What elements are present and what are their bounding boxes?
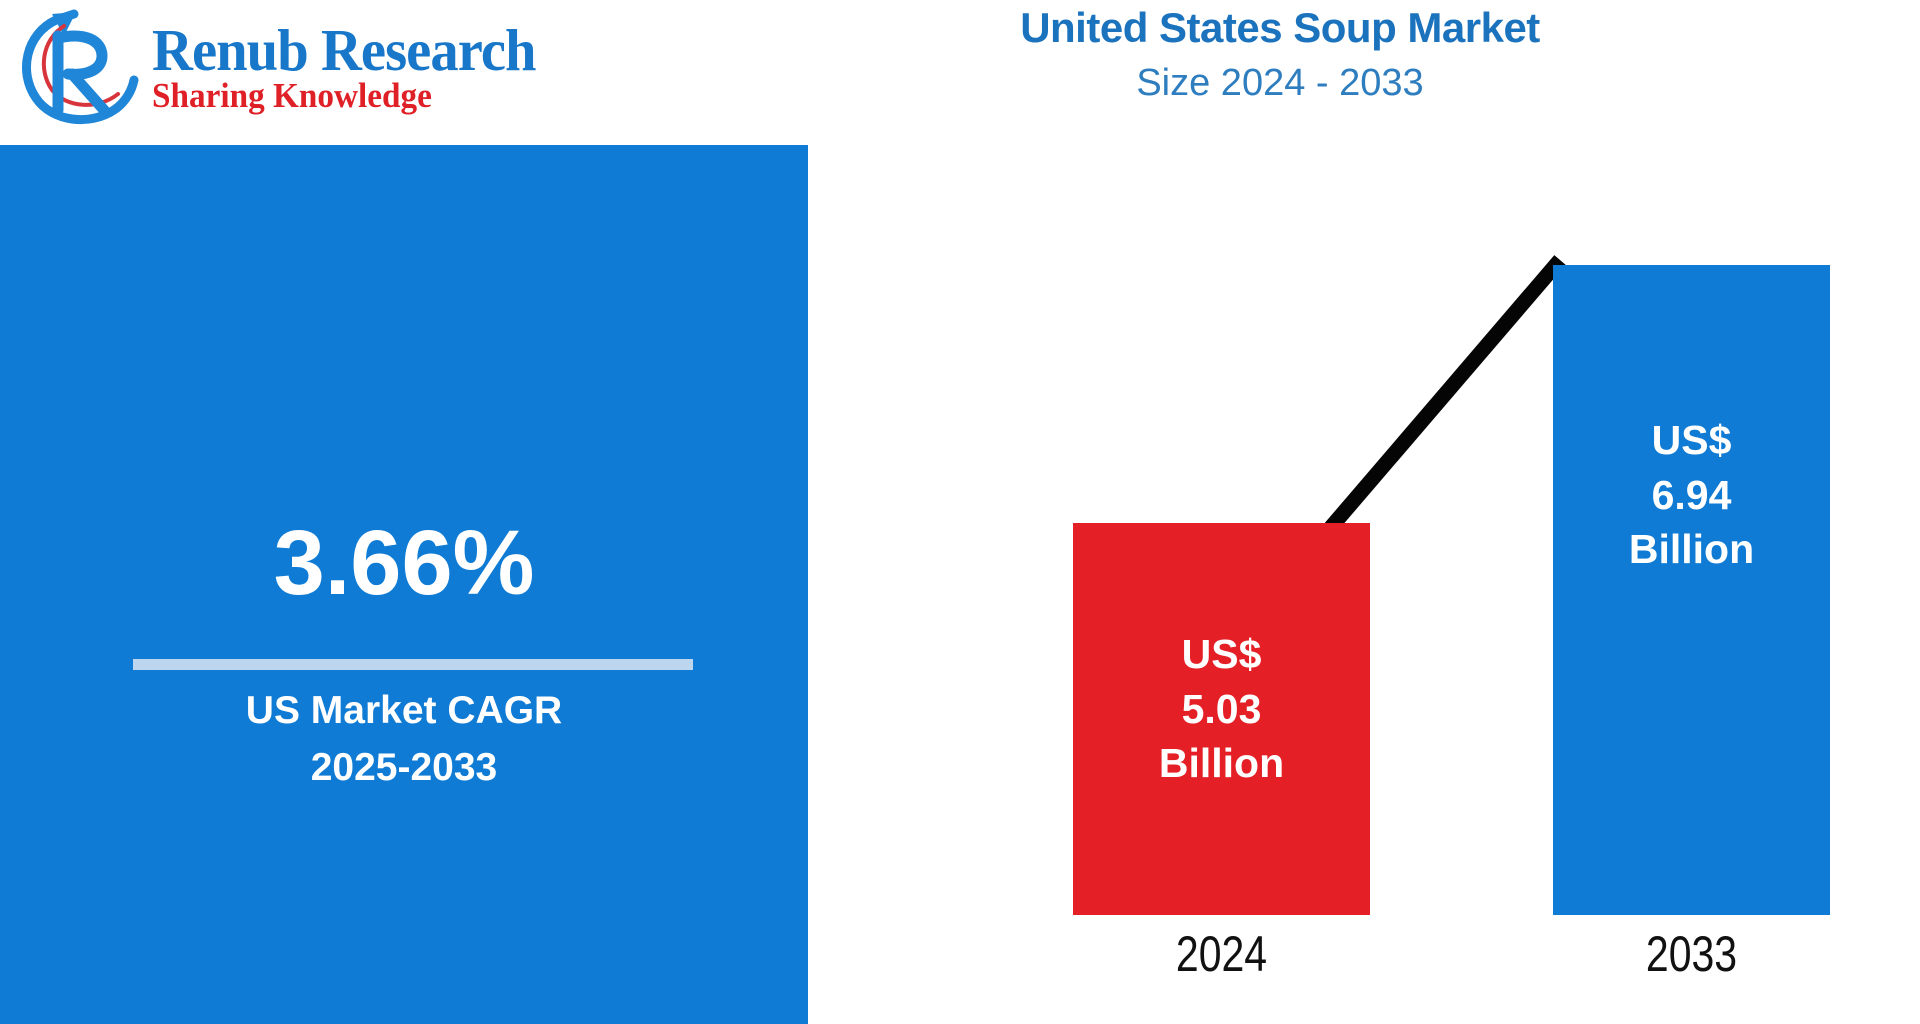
brand-name: Renub Research bbox=[152, 16, 537, 83]
cagr-divider bbox=[133, 659, 693, 670]
bar-2033[interactable]: US$ 6.94 Billion bbox=[1553, 265, 1830, 915]
cagr-value: 3.66% bbox=[273, 512, 535, 614]
bar-2024-label-line3: Billion bbox=[1158, 740, 1285, 787]
brand-wordmark: Renub Research Sharing Knowledge bbox=[152, 20, 552, 115]
brand-logo: Renub Research Sharing Knowledge bbox=[14, 2, 634, 132]
cagr-panel: 3.66% US Market CAGR 2025-2033 Source ww… bbox=[0, 145, 808, 1024]
page-subtitle: Size 2024 - 2033 bbox=[1136, 62, 1424, 104]
axis-label-2033: 2033 bbox=[1645, 926, 1738, 982]
brand-tagline: Sharing Knowledge bbox=[152, 75, 432, 115]
bar-2033-label-line2: 6.94 bbox=[1651, 471, 1732, 518]
bar-2024[interactable]: US$ 5.03 Billion bbox=[1073, 523, 1370, 915]
bar-chart: US$ 5.03 Billion US$ 6.94 Billion 2024 2… bbox=[808, 145, 1920, 1024]
bar-2024-value-label: US$ 5.03 Billion bbox=[1159, 627, 1284, 791]
axis-label-2024: 2024 bbox=[1175, 926, 1268, 982]
bar-2024-label-line2: 5.03 bbox=[1181, 685, 1262, 732]
cagr-period: 2025-2033 bbox=[310, 746, 498, 789]
page-title: United States Soup Market bbox=[1020, 4, 1540, 51]
bar-2033-label-line1: US$ bbox=[1651, 417, 1732, 463]
bar-2033-value-label: US$ 6.94 Billion bbox=[1629, 413, 1754, 577]
renub-r-arrow-logo-icon bbox=[14, 6, 142, 128]
bar-2024-label-line1: US$ bbox=[1181, 631, 1262, 677]
cagr-label: US Market CAGR bbox=[245, 689, 563, 732]
bar-2033-label-line3: Billion bbox=[1628, 526, 1755, 573]
